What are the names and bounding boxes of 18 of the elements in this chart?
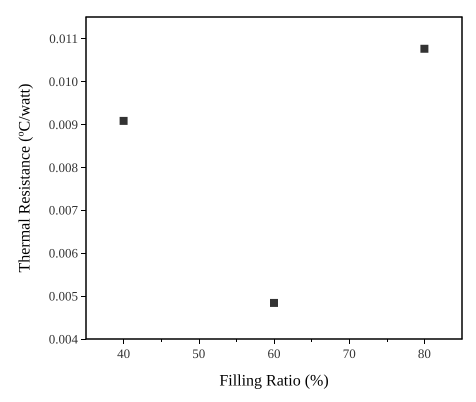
y-tick-label: 0.011 bbox=[49, 30, 78, 46]
point bbox=[420, 44, 428, 53]
point bbox=[270, 298, 278, 307]
point bbox=[120, 116, 128, 125]
y-tick-label: 0.007 bbox=[48, 202, 78, 218]
y-tick-label: 0.004 bbox=[48, 332, 78, 346]
x-tick-label: 40 bbox=[117, 346, 130, 361]
x-tick-label: 60 bbox=[268, 346, 280, 361]
x-axis-title: Filling Ratio (%) bbox=[219, 372, 329, 390]
y-tick-label: 0.010 bbox=[48, 74, 78, 89]
y-tick-label: 0.009 bbox=[48, 116, 78, 132]
x-tick-label: 80 bbox=[418, 346, 431, 361]
y-tick-label: 0.006 bbox=[48, 246, 78, 261]
y-tick-label: 0.008 bbox=[48, 160, 78, 175]
y-axis-title: Thermal Resistance (oC/watt) bbox=[16, 84, 34, 272]
x-tick-label: 70 bbox=[342, 346, 356, 361]
y-tick-label: 0.005 bbox=[48, 288, 78, 304]
x-tick-label: 50 bbox=[192, 346, 206, 361]
